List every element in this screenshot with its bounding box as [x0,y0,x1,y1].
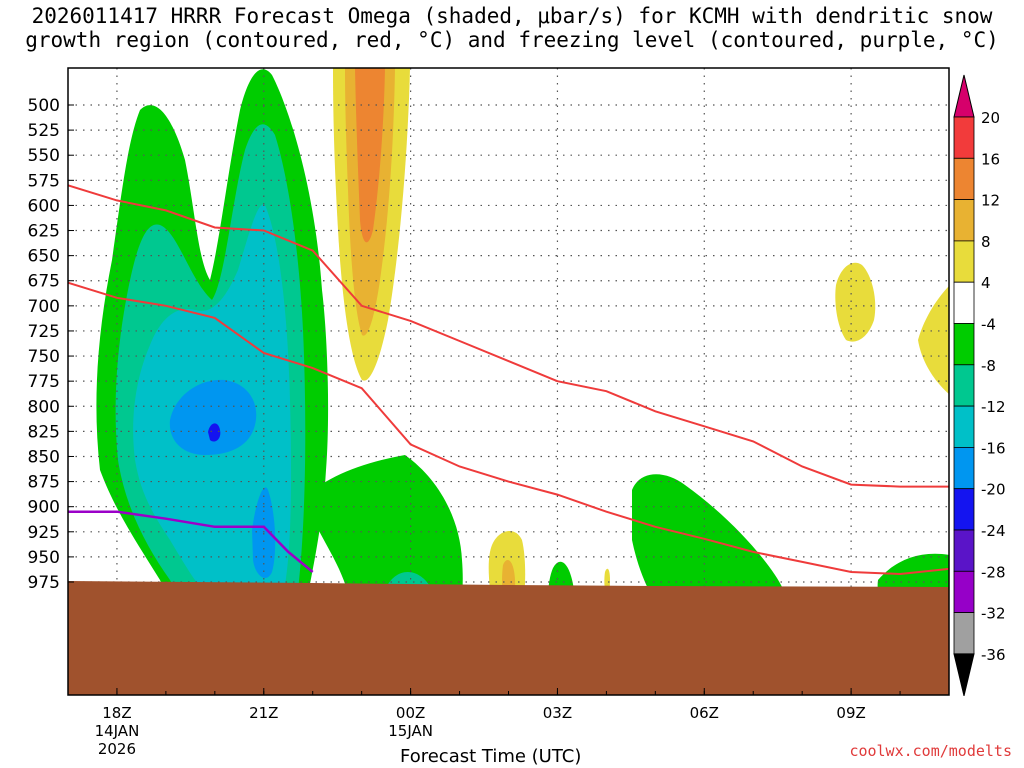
y-tick-label: 500 [28,96,60,116]
y-tick-label: 975 [28,573,60,593]
omega-region-darkblue [208,423,221,442]
y-tick-label: 775 [28,372,60,392]
x-tick-label: 18Z [102,704,131,722]
y-tick-label: 525 [28,121,60,141]
y-tick-label: 925 [28,523,60,543]
y-tick-label: 650 [28,247,60,267]
dgz-bottom-line [68,281,949,576]
y-tick-label: 725 [28,322,60,342]
chart-title: 2026011417 HRRR Forecast Omega (shaded, … [0,4,1024,52]
x-tick-label: 00Z [396,704,425,722]
colorbar-segment [953,199,975,242]
colorbar-label: -36 [981,646,1006,664]
colorbar-segment [953,364,975,407]
x-tick-year: 2026 [98,740,136,758]
colorbar-segment [953,323,975,366]
colorbar-segment [953,612,975,655]
omega-region-orange-upper [355,68,385,243]
title-line-1: 2026011417 HRRR Forecast Omega (shaded, … [31,4,993,28]
colorbar-label: -12 [981,398,1006,416]
y-tick-label: 750 [28,347,60,367]
title-line-2: growth region (contoured, red, °C) and f… [25,28,999,52]
terrain-ground [68,581,949,695]
colorbar: 20 16 12 8 4 -4 -8 -12 -16 -20 -24 -28 -32 -36 [953,74,1006,697]
colorbar-segment [953,446,975,490]
colorbar-segment [953,281,975,324]
y-axis: 500 525 550 575 600 625 650 675 700 725 750 775 800 8… [28,96,74,593]
omega-region-blue [169,379,257,455]
y-tick-label: 575 [28,171,60,191]
x-tick-date: 14JAN [95,722,140,740]
x-axis-title: Forecast Time (UTC) [400,746,582,767]
colorbar-segment [953,116,975,159]
y-tick-label: 800 [28,397,60,417]
colorbar-label: -24 [981,522,1006,540]
colorbar-label: -8 [981,357,996,375]
colorbar-top-triangle [953,74,975,118]
y-tick-label: 950 [28,548,60,568]
colorbar-label: -16 [981,439,1006,457]
colorbar-bottom-triangle [953,653,975,697]
omega-region-blue-2 [252,487,276,579]
x-tick-label: 09Z [836,704,865,722]
colorbar-segment [953,157,975,201]
colorbar-segment [953,529,975,572]
colorbar-label: -32 [981,605,1006,623]
omega-region-yellow-edge [918,286,949,395]
y-tick-label: 875 [28,473,60,493]
y-tick-label: 900 [28,498,60,518]
colorbar-segment [953,570,975,613]
credit-text: coolwx.com/modelts [849,742,1012,760]
y-tick-label: 600 [28,196,60,216]
omega-region-yellow-right [835,262,876,342]
y-tick-label: 675 [28,272,60,292]
colorbar-segment [953,488,975,531]
y-tick-label: 850 [28,447,60,467]
y-tick-label: 550 [28,146,60,166]
y-tick-label: 825 [28,422,60,442]
colorbar-label: 20 [981,109,1000,127]
y-tick-label: 700 [28,297,60,317]
colorbar-label: -20 [981,481,1006,499]
y-tick-label: 625 [28,222,60,242]
freezing-level-line [68,510,314,573]
colorbar-label: 4 [981,274,991,292]
x-tick-label: 06Z [690,704,719,722]
colorbar-label: 8 [981,233,991,251]
colorbar-label: 16 [981,150,1000,168]
colorbar-segment [953,240,975,283]
x-tick-label: 21Z [249,704,278,722]
x-tick-date: 15JAN [388,722,433,740]
colorbar-label: 12 [981,192,1000,210]
x-tick-label: 03Z [543,704,572,722]
dgz-top-line [68,184,949,488]
colorbar-label: -4 [981,316,996,334]
colorbar-label: -28 [981,563,1006,581]
colorbar-segment [953,405,975,448]
